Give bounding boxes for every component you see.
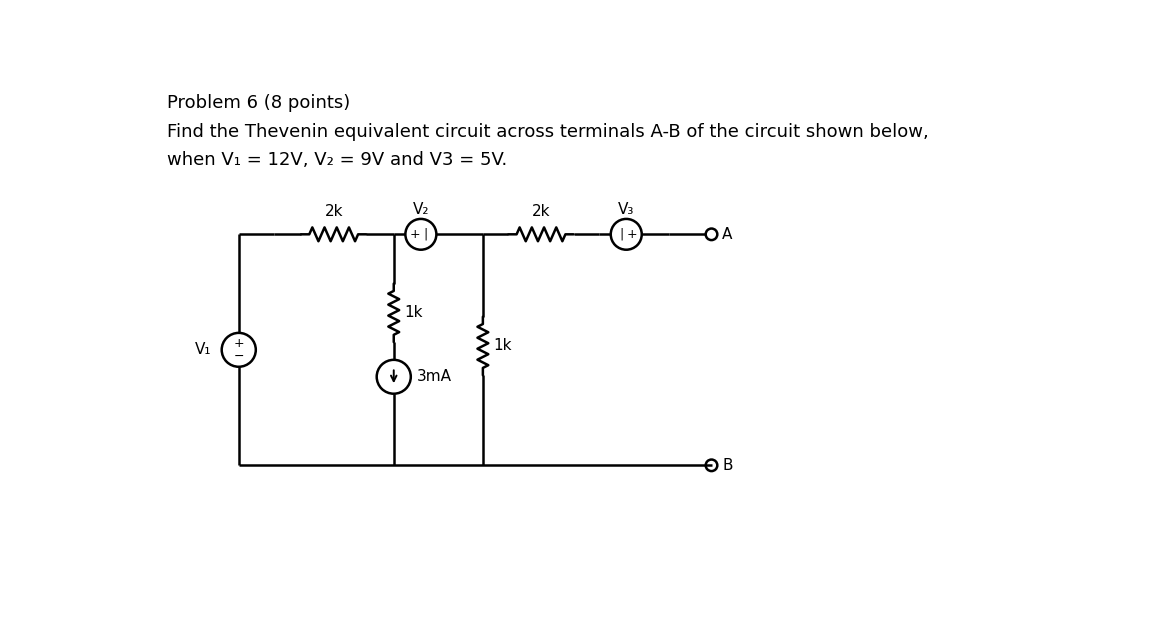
Text: Problem 6 (8 points): Problem 6 (8 points) [168, 94, 351, 112]
Text: 3mA: 3mA [417, 370, 452, 384]
Text: V₁: V₁ [195, 342, 211, 357]
Text: B: B [723, 458, 733, 473]
Text: +: + [233, 337, 244, 350]
Text: 2k: 2k [324, 204, 343, 219]
Text: 1k: 1k [405, 305, 423, 320]
Text: |: | [423, 228, 428, 241]
Text: +: + [627, 228, 638, 241]
Text: −: − [233, 350, 244, 363]
Text: V₃: V₃ [618, 202, 634, 218]
Text: Find the Thevenin equivalent circuit across terminals A-B of the circuit shown b: Find the Thevenin equivalent circuit acr… [168, 122, 929, 141]
Text: +: + [409, 228, 421, 241]
Text: A: A [723, 227, 732, 242]
Text: when V₁ = 12V, V₂ = 9V and V3 = 5V.: when V₁ = 12V, V₂ = 9V and V3 = 5V. [168, 151, 507, 169]
Text: V₂: V₂ [413, 202, 429, 218]
Text: 2k: 2k [532, 204, 550, 219]
Text: 1k: 1k [493, 339, 512, 353]
Text: |: | [619, 228, 624, 241]
